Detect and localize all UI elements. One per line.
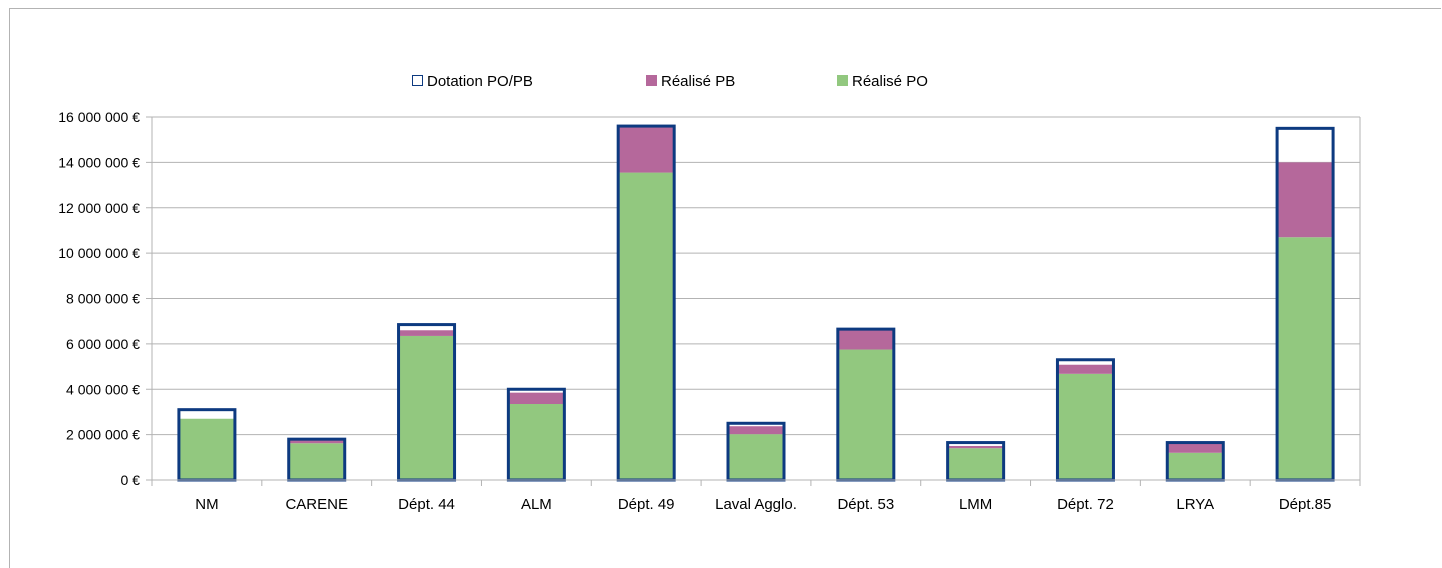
x-tick-label: Dépt.85 [1279, 496, 1332, 513]
x-tick-label: LMM [959, 496, 992, 513]
bar-realise-po [508, 403, 565, 480]
bar-realise-pb [728, 426, 784, 435]
x-axis: NM CARENE Dépt. 44 ALM Dépt. 49 Laval Agglo. D… [151, 479, 1361, 513]
y-tick-label: 4 000 000 € [66, 381, 140, 397]
y-tick-label: 16 000 000 € [58, 109, 140, 125]
bar-realise-pb [508, 392, 565, 404]
legend: Dotation PO/PB Réalisé PB Réalisé PO [412, 73, 928, 90]
bar-realise-pb [837, 329, 894, 350]
bar-realise-po [178, 418, 235, 480]
bar-realise-pb [288, 439, 345, 444]
legend-label: Réalisé PO [852, 73, 928, 90]
x-tick-label: Dépt. 44 [398, 496, 455, 513]
y-tick-label: 6 000 000 € [66, 336, 140, 352]
legend-label: Dotation PO/PB [427, 73, 533, 90]
x-tick-label: Dépt. 53 [837, 496, 894, 513]
x-tick-label: NM [195, 496, 218, 513]
bar-realise-po [728, 434, 784, 480]
bar-realise-pb [1167, 442, 1224, 453]
y-tick-label: 8 000 000 € [66, 291, 140, 307]
chart-frame [9, 8, 1441, 568]
bar-realise-pb [947, 445, 1004, 449]
y-tick-label: 14 000 000 € [58, 154, 140, 170]
bar-realise-pb [1277, 162, 1334, 238]
x-tick-label: Laval Agglo. [715, 496, 797, 513]
y-tick-label: 0 € [121, 472, 141, 488]
bar-realise-po [1167, 452, 1224, 480]
legend-label: Réalisé PB [661, 73, 735, 90]
y-tick-label: 12 000 000 € [58, 200, 140, 216]
x-tick-label: ALM [521, 496, 552, 513]
x-tick-label: CARENE [285, 496, 348, 513]
y-tick-label: 10 000 000 € [58, 245, 140, 261]
bar-realise-po [618, 172, 675, 480]
bar-realise-po [837, 349, 894, 480]
bar-realise-po [288, 443, 345, 480]
bar-realise-po [1057, 373, 1114, 480]
y-tick-label: 2 000 000 € [66, 427, 140, 443]
x-tick-label: Dépt. 49 [618, 496, 675, 513]
x-tick-label: Dépt. 72 [1057, 496, 1114, 513]
x-tick-label: LRYA [1176, 496, 1214, 513]
bar-realise-po [1277, 237, 1334, 480]
y-axis: 0 € 2 000 000 € 4 000 000 € 6 000 000 € 8 00… [58, 109, 153, 488]
legend-swatch-dotation [412, 75, 423, 86]
bar-realise-pb [398, 330, 455, 336]
bar-realise-po [398, 335, 455, 480]
legend-swatch-realise-po [837, 75, 848, 86]
legend-swatch-realise-pb [646, 75, 657, 86]
gridlines [152, 116, 1361, 480]
bar-realise-pb [618, 126, 675, 173]
bar-realise-po [947, 448, 1004, 480]
bar-realise-pb [1057, 364, 1114, 374]
bars [177, 124, 1335, 482]
